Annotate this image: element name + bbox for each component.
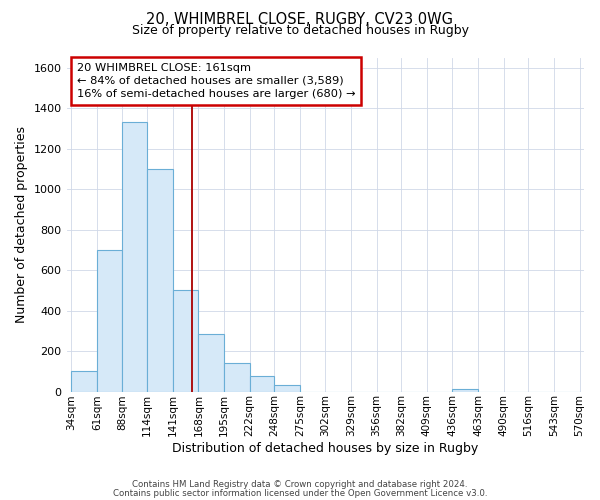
Bar [224,363,250,392]
Bar [250,376,274,392]
Y-axis label: Number of detached properties: Number of detached properties [15,126,28,323]
Bar [97,250,122,392]
X-axis label: Distribution of detached houses by size in Rugby: Distribution of detached houses by size … [172,442,479,455]
Bar [71,372,97,392]
Bar [274,386,300,392]
Bar [147,169,173,392]
Text: 20 WHIMBREL CLOSE: 161sqm
← 84% of detached houses are smaller (3,589)
16% of se: 20 WHIMBREL CLOSE: 161sqm ← 84% of detac… [77,62,355,99]
Bar [199,334,224,392]
Text: 20, WHIMBREL CLOSE, RUGBY, CV23 0WG: 20, WHIMBREL CLOSE, RUGBY, CV23 0WG [146,12,454,28]
Text: Size of property relative to detached houses in Rugby: Size of property relative to detached ho… [131,24,469,37]
Bar [122,122,147,392]
Bar [452,388,478,392]
Bar [173,290,199,392]
Text: Contains public sector information licensed under the Open Government Licence v3: Contains public sector information licen… [113,488,487,498]
Text: Contains HM Land Registry data © Crown copyright and database right 2024.: Contains HM Land Registry data © Crown c… [132,480,468,489]
